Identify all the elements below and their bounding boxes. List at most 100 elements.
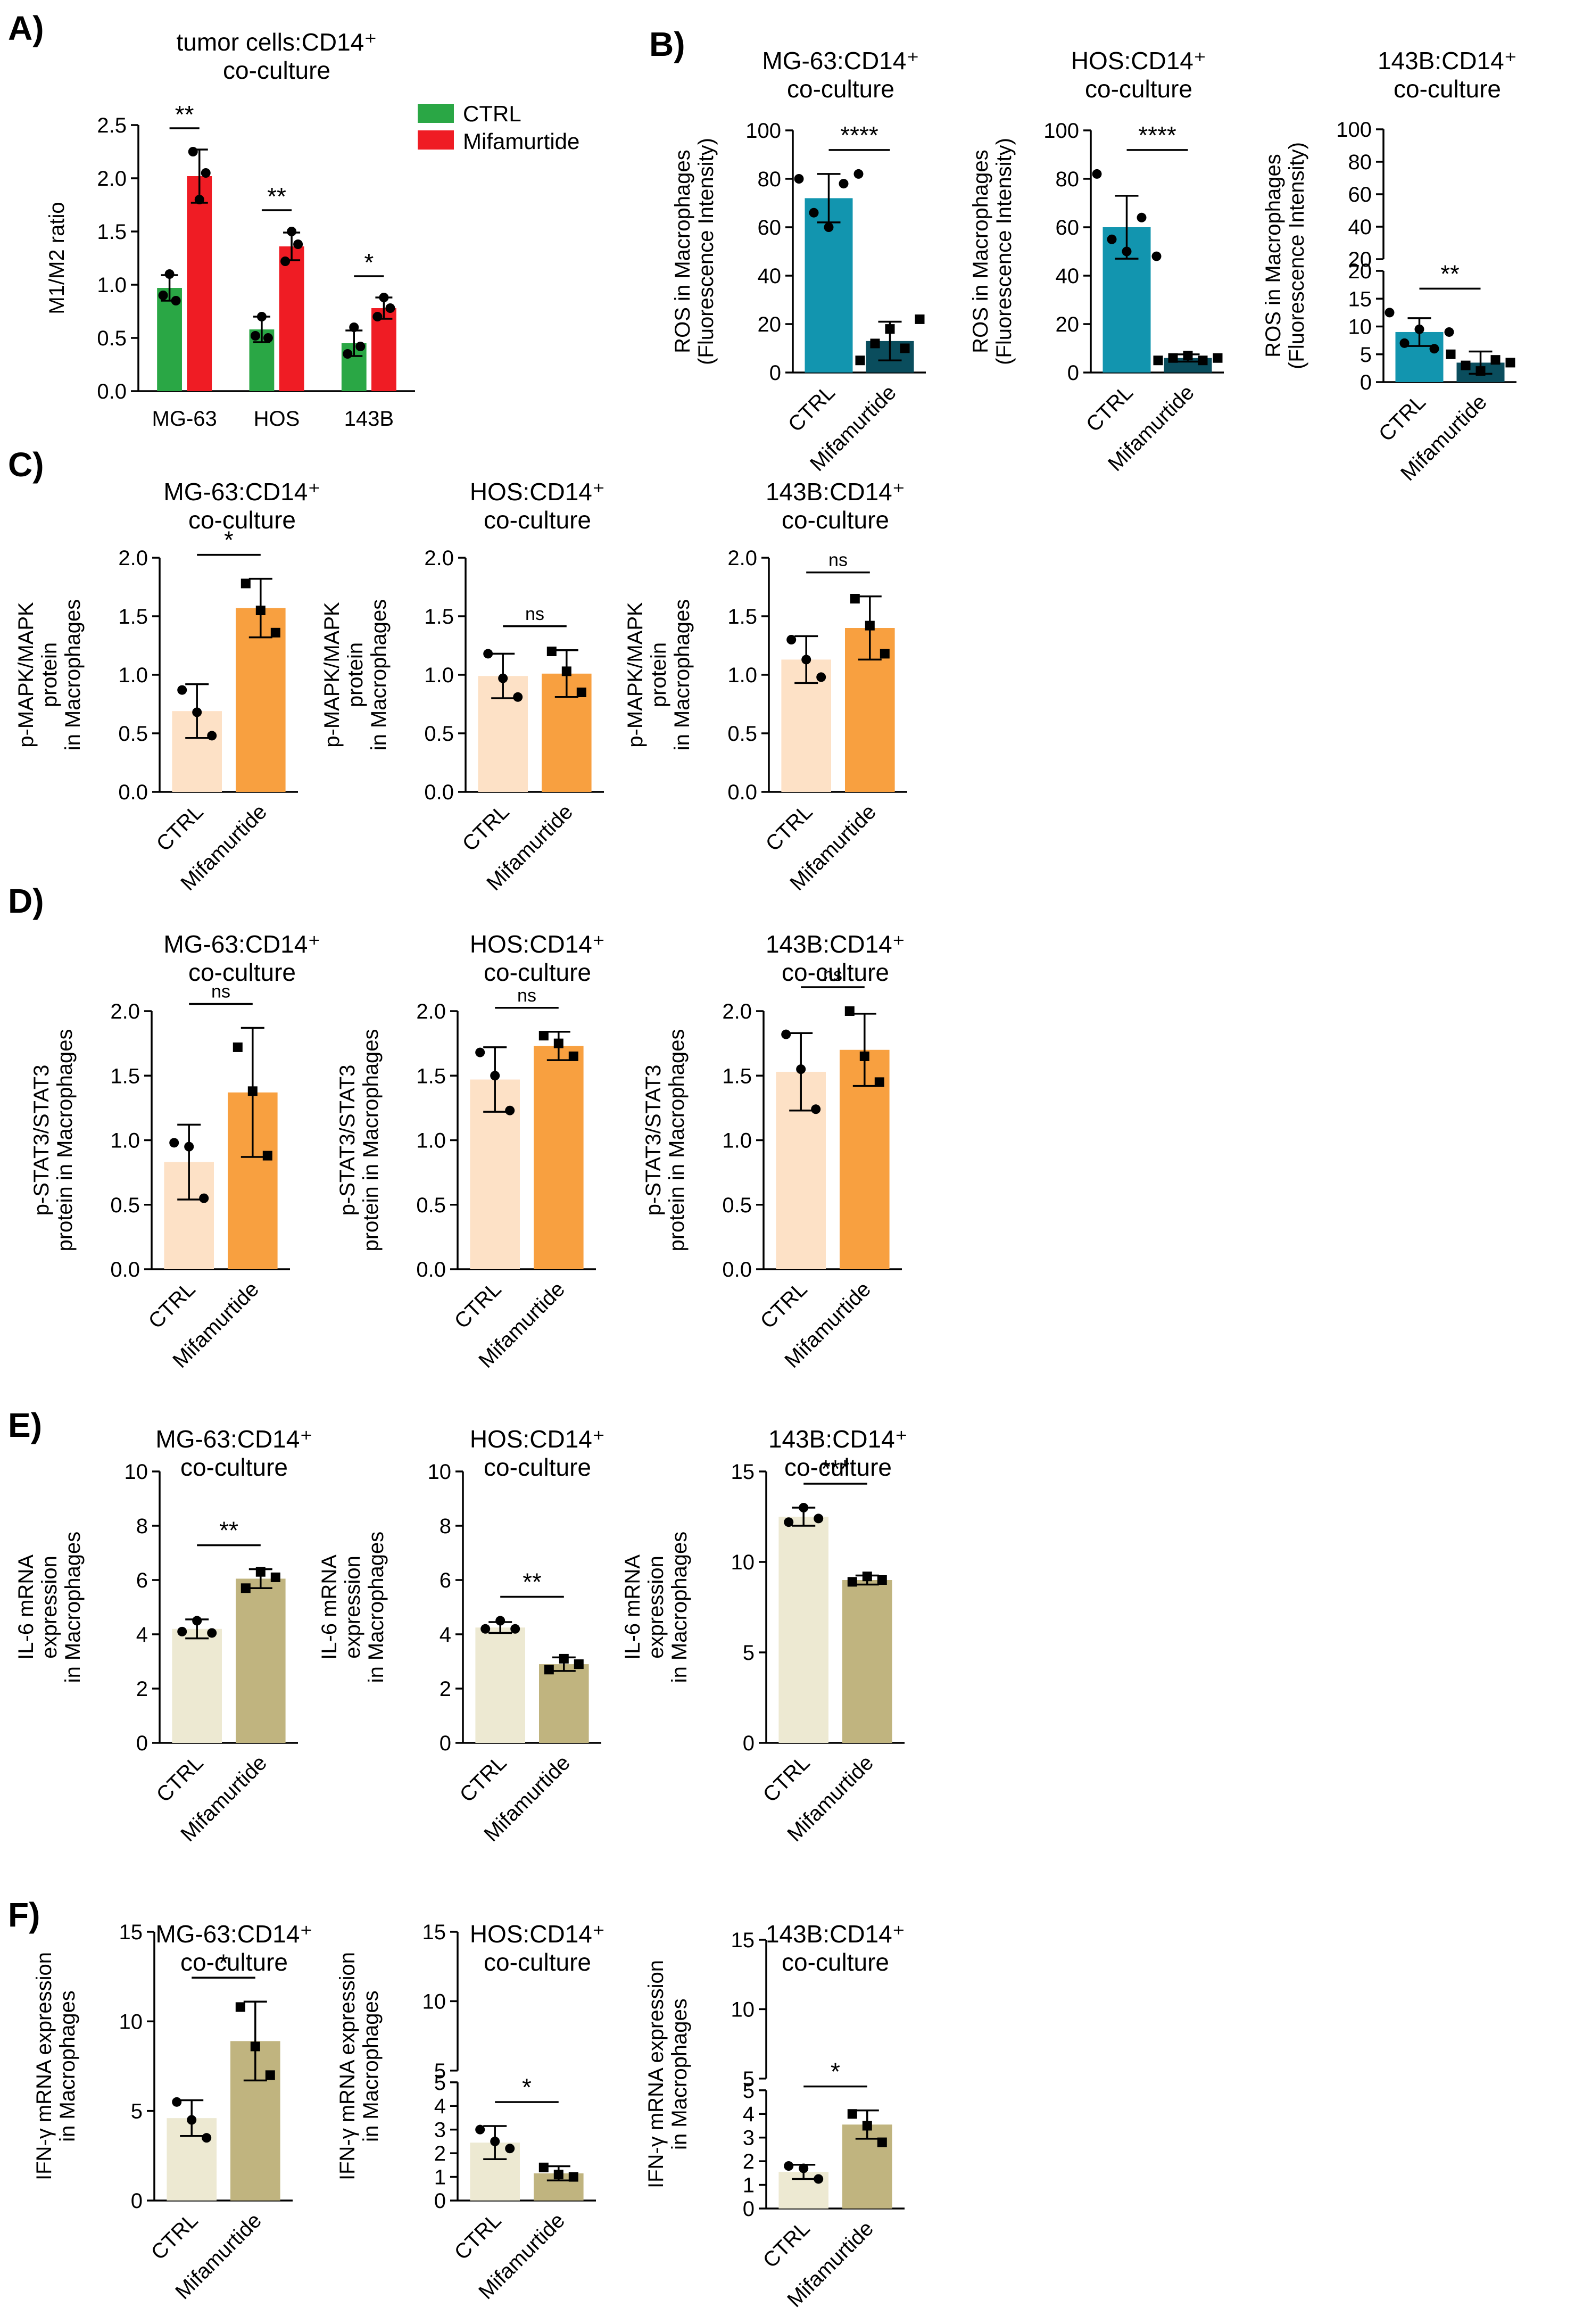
chart-c1-ytick-label: 0.5	[118, 722, 148, 746]
chart-c3-ytick-label: 2.0	[727, 547, 757, 570]
chart-e3-point	[784, 1517, 794, 1527]
chart-f2-ytick-label: 2	[434, 2142, 446, 2165]
chart-b3-point	[1385, 308, 1395, 318]
chart-e2-point	[495, 1616, 505, 1626]
chart-b1-ytick-label: 40	[758, 264, 782, 288]
chart-b2-point	[1092, 169, 1102, 179]
chart-b3-point	[1444, 327, 1454, 337]
chart-d3-sig-label: ns	[823, 965, 842, 985]
chart-a-ytick-label: 0.5	[97, 327, 127, 350]
chart-c2-ytick-label: 0.0	[424, 781, 454, 804]
chart-e3-bar-mifamurtide	[842, 1580, 892, 1743]
chart-b3-point	[1399, 338, 1410, 348]
legend-label-mifamurtide: Mifamurtide	[463, 129, 579, 154]
chart-e1-point	[177, 1626, 187, 1636]
chart-b1-title: MG-63:CD14⁺	[762, 47, 919, 75]
chart-d1-ytick-label: 1.5	[110, 1064, 140, 1088]
chart-e1-point	[255, 1567, 266, 1577]
chart-f3-ylabel: IFN-γ mRNA expression	[644, 1960, 668, 2188]
chart-b2-ytick-label: 80	[1056, 168, 1080, 191]
chart-c1-point	[270, 627, 280, 638]
chart-b3-ytick-label: 15	[1348, 287, 1372, 311]
chart-c3-ytick-label: 1.5	[727, 605, 757, 628]
chart-f2-point	[505, 2144, 515, 2154]
chart-b1-ylabel: ROS in Macrophages	[671, 150, 694, 353]
chart-d1-xtick-label: CTRL	[144, 1277, 200, 1333]
chart-d3-ytick-label: 0.5	[722, 1194, 752, 1217]
chart-d1-point	[247, 1086, 258, 1096]
chart-d2-ylabel: p-STAT3/STAT3	[336, 1065, 359, 1216]
chart-c1-sig-label: *	[224, 526, 234, 554]
chart-e2-ylabel: IL-6 mRNA	[318, 1554, 341, 1660]
chart-d1-sig-label: ns	[211, 982, 230, 1002]
chart-d2-point	[490, 1071, 500, 1081]
chart-f3-ytick-label: 5	[743, 2079, 755, 2103]
chart-a-point	[349, 322, 359, 332]
chart-f2-ytick-label: 4	[434, 2095, 446, 2118]
chart-e1-ytick-label: 0	[136, 1732, 148, 1755]
chart-a-point	[385, 303, 395, 313]
chart-b2-point	[1198, 355, 1208, 366]
chart-e3-ytick-label: 10	[731, 1551, 755, 1574]
chart-c2-ytick-label: 1.5	[424, 605, 454, 628]
chart-d2-xtick-label: CTRL	[450, 1277, 506, 1333]
chart-f3-point	[814, 2174, 824, 2184]
chart-e2-title: HOS:CD14⁺	[470, 1425, 605, 1453]
chart-c3-ylabel: p-MAPK/MAPK	[624, 602, 647, 748]
chart-d1-point	[233, 1042, 243, 1052]
chart-f2-ytick-label: 15	[422, 1921, 446, 1944]
chart-d3-point	[844, 1006, 855, 1016]
chart-f3-ytick-label: 2	[743, 2150, 755, 2173]
chart-b2-ytick-label: 60	[1056, 216, 1080, 239]
chart-d3-point	[811, 1104, 821, 1114]
chart-f2-point	[475, 2124, 485, 2135]
chart-f3-sig-label: *	[831, 2058, 840, 2086]
chart-f1-xtick-label: CTRL	[147, 2209, 203, 2264]
chart-b1-point	[885, 324, 895, 334]
chart-e1-ytick-label: 2	[136, 1677, 148, 1701]
chart-b3-ylabel: (Fluorescence Intensity)	[1285, 142, 1308, 369]
chart-b2-ylabel: ROS in Macrophages	[969, 150, 992, 353]
chart-e2-ylabel: in Macrophages	[364, 1532, 388, 1683]
chart-b3-ytick-label: 100	[1336, 118, 1372, 142]
chart-d1-title: MG-63:CD14⁺	[163, 930, 320, 958]
chart-e3-point	[877, 1575, 887, 1585]
chart-b3-point	[1475, 366, 1486, 376]
chart-b2-point	[1183, 351, 1193, 361]
chart-f2-sig-label: *	[522, 2073, 532, 2101]
chart-e1-ytick-label: 8	[136, 1515, 148, 1538]
chart-c3-point	[786, 635, 797, 644]
chart-a-sig-label: **	[175, 101, 194, 128]
chart-c1-point	[192, 707, 202, 717]
chart-d2-ytick-label: 1.0	[416, 1129, 446, 1153]
chart-b3-point	[1490, 355, 1501, 365]
chart-c2-ylabel: protein	[344, 642, 367, 707]
chart-b2-sig-label: ****	[1138, 121, 1176, 149]
chart-f3-point	[784, 2161, 794, 2171]
chart-d3-ylabel: p-STAT3/STAT3	[642, 1065, 665, 1216]
chart-d1-ytick-label: 2.0	[110, 1000, 140, 1023]
panel-letter-b: B)	[649, 25, 685, 63]
chart-c3-title: co-culture	[782, 506, 889, 534]
chart-c2-point	[546, 647, 557, 656]
chart-f3-point	[847, 2109, 857, 2119]
chart-e3-point	[814, 1514, 824, 1524]
chart-e2-point	[574, 1659, 584, 1669]
chart-c3-ytick-label: 0.0	[727, 781, 757, 804]
chart-e3-bar-ctrl	[778, 1517, 828, 1743]
chart-d3-ytick-label: 2.0	[722, 1000, 752, 1023]
chart-c2-title: co-culture	[484, 506, 591, 534]
chart-c1-ylabel: p-MAPK/MAPK	[14, 602, 38, 748]
panel-letter-d: D)	[8, 882, 44, 920]
chart-f1-sig-label: *	[219, 1949, 228, 1976]
chart-f3-ytick-label: 3	[743, 2127, 755, 2150]
chart-a-point	[379, 293, 389, 302]
chart-a-ytick-label: 2.5	[97, 114, 127, 137]
chart-b2-ytick-label: 40	[1056, 264, 1080, 288]
chart-b1-ytick-label: 0	[769, 361, 781, 385]
chart-c2-ytick-label: 0.5	[424, 722, 454, 746]
chart-a-xtick-label: HOS	[254, 407, 300, 431]
chart-d2-point	[568, 1051, 578, 1061]
chart-b1-title: co-culture	[787, 75, 894, 103]
